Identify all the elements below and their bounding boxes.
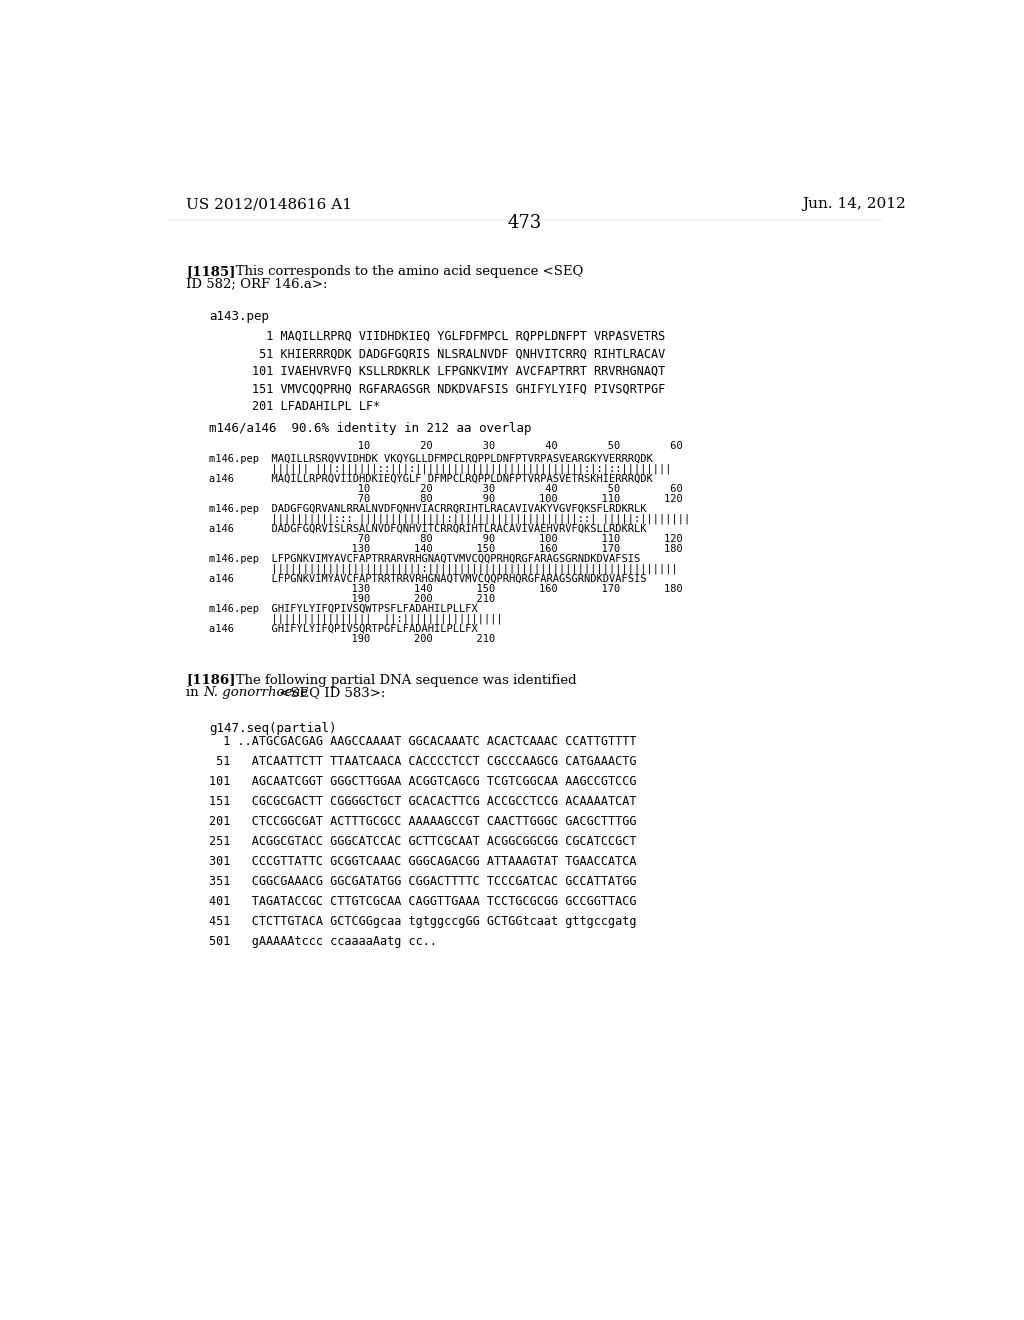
Text: 301   CCCGTTATTC GCGGTCAAAC GGGCAGACGG ATTAAAGTAT TGAACCATCA: 301 CCCGTTATTC GCGGTCAAAC GGGCAGACGG ATT… [209, 855, 637, 869]
Text: a146      DADGFGQRVISLRSALNVDFQNHVITCRRQRIHTLRACAVIVAEHVRVFQKSLLRDKRLK: a146 DADGFGQRVISLRSALNVDFQNHVITCRRQRIHTL… [209, 524, 647, 533]
Text: m146.pep  LFPGNKVIMYAVCFAPTRRARVRHGNAQTVMVCQQPRHQRGFARAGSGRNDKDVAFSIS: m146.pep LFPGNKVIMYAVCFAPTRRARVRHGNAQTVM… [209, 554, 641, 564]
Text: 190       200       210: 190 200 210 [314, 634, 496, 644]
Text: 10        20        30        40        50        60: 10 20 30 40 50 60 [314, 441, 683, 451]
Text: 1 ..ATGCGACGAG AAGCCAAAAT GGCACAAATC ACACTCAAAC CCATTGTTTT: 1 ..ATGCGACGAG AAGCCAAAAT GGCACAAATC ACA… [209, 735, 637, 748]
Text: a146      MAQILLRPRQVIIDHDKIEQYGLF DFMPCLRQPPLDNFPTVRPASVETRSKHIERRRQDK: a146 MAQILLRPRQVIIDHDKIEQYGLF DFMPCLRQPP… [209, 474, 653, 484]
Text: 101   AGCAATCGGT GGGCTTGGAA ACGGTCAGCG TCGTCGGCAA AAGCCGTCCG: 101 AGCAATCGGT GGGCTTGGAA ACGGTCAGCG TCG… [209, 775, 637, 788]
Text: a146      GHIFYLYIFQPIVSQRTPGFLFADAHILPLLFX: a146 GHIFYLYIFQPIVSQRTPGFLFADAHILPLLFX [209, 624, 478, 634]
Text: 201 LFADAHILPL LF*: 201 LFADAHILPL LF* [252, 400, 380, 413]
Text: 201   CTCCGGCGAT ACTTTGCGCC AAAAAGCCGT CAACTTGGGC GACGCTTTGG: 201 CTCCGGCGAT ACTTTGCGCC AAAAAGCCGT CAA… [209, 816, 637, 828]
Text: m146/a146  90.6% identity in 212 aa overlap: m146/a146 90.6% identity in 212 aa overl… [209, 422, 531, 434]
Text: N. gonorrhoeae: N. gonorrhoeae [203, 686, 308, 698]
Text: 130       140       150       160       170       180: 130 140 150 160 170 180 [314, 544, 683, 554]
Text: ||||||||||||||||||||||||:||||||||||||||||||||||||||||||||||||||||: ||||||||||||||||||||||||:|||||||||||||||… [209, 564, 678, 574]
Text: 70        80        90       100       110       120: 70 80 90 100 110 120 [314, 494, 683, 504]
Text: 151   CGCGCGACTT CGGGGCTGCT GCACACTTCG ACCGCCTCCG ACAAAATCAT: 151 CGCGCGACTT CGGGGCTGCT GCACACTTCG ACC… [209, 795, 637, 808]
Text: 401   TAGATACCGC CTTGTCGCAA CAGGTTGAAA TCCTGCGCGG GCCGGTTACG: 401 TAGATACCGC CTTGTCGCAA CAGGTTGAAA TCC… [209, 895, 637, 908]
Text: 130       140       150       160       170       180: 130 140 150 160 170 180 [314, 583, 683, 594]
Text: 351   CGGCGAAACG GGCGATATGG CGGACTTTTC TCCCGATCAC GCCATTATGG: 351 CGGCGAAACG GGCGATATGG CGGACTTTTC TCC… [209, 875, 637, 888]
Text: ||||||||||::: ||||||||||||||:||||||||||||||||||||::| |||||:||||||||: ||||||||||::: ||||||||||||||:|||||||||||… [209, 513, 690, 524]
Text: 473: 473 [508, 214, 542, 232]
Text: [1186]: [1186] [186, 673, 236, 686]
Text: ||||||||||||||||  ||:||||||||||||||||: |||||||||||||||| ||:|||||||||||||||| [209, 614, 503, 624]
Text: m146.pep  GHIFYLYIFQPIVSQWTPSFLFADAHILPLLFX: m146.pep GHIFYLYIFQPIVSQWTPSFLFADAHILPLL… [209, 605, 478, 614]
Text: The following partial DNA sequence was identified: The following partial DNA sequence was i… [223, 673, 577, 686]
Text: 501   gAAAAAtccc ccaaaaAatg cc..: 501 gAAAAAtccc ccaaaaAatg cc.. [209, 936, 437, 948]
Text: ID 582; ORF 146.a>:: ID 582; ORF 146.a>: [186, 277, 328, 290]
Text: This corresponds to the amino acid sequence <SEQ: This corresponds to the amino acid seque… [223, 265, 584, 279]
Text: a146      LFPGNKVIMYAVCFAPTRRTRRVRHGNAQTVMVCQQPRHQRGFARAGSGRNDKDVAFSIS: a146 LFPGNKVIMYAVCFAPTRRTRRVRHGNAQTVMVCQ… [209, 574, 647, 583]
Text: 10        20        30        40        50        60: 10 20 30 40 50 60 [314, 484, 683, 494]
Text: g147.seq(partial): g147.seq(partial) [209, 722, 337, 735]
Text: 51 KHIERRRQDK DADGFGQRIS NLSRALNVDF QNHVITCRRQ RIHTLRACAV: 51 KHIERRRQDK DADGFGQRIS NLSRALNVDF QNHV… [252, 347, 666, 360]
Text: 70        80        90       100       110       120: 70 80 90 100 110 120 [314, 533, 683, 544]
Text: 251   ACGGCGTACC GGGCATCCAC GCTTCGCAAT ACGGCGGCGG CGCATCCGCT: 251 ACGGCGTACC GGGCATCCAC GCTTCGCAAT ACG… [209, 836, 637, 849]
Text: m146.pep  MAQILLRSRQVVIDHDK VKQYGLLDFMPCLRQPPLDNFPTVRPASVEARGKYVERRRQDK: m146.pep MAQILLRSRQVVIDHDK VKQYGLLDFMPCL… [209, 454, 653, 463]
Text: a143.pep: a143.pep [209, 310, 269, 323]
Text: |||||| |||:||||||::|||:|||||||||||||||||||||||||||:|:|::||||||||: |||||| |||:||||||::|||:|||||||||||||||||… [209, 463, 672, 474]
Text: 451   CTCTTGTACA GCTCGGgcaa tgtggccgGG GCTGGtcaat gttgccgatg: 451 CTCTTGTACA GCTCGGgcaa tgtggccgGG GCT… [209, 915, 637, 928]
Text: 151 VMVCQQPRHQ RGFARAGSGR NDKDVAFSIS GHIFYLYIFQ PIVSQRTPGF: 151 VMVCQQPRHQ RGFARAGSGR NDKDVAFSIS GHI… [252, 383, 666, 396]
Text: 101 IVAEHVRVFQ KSLLRDKRLK LFPGNKVIMY AVCFAPTRRT RRVRHGNAQT: 101 IVAEHVRVFQ KSLLRDKRLK LFPGNKVIMY AVC… [252, 364, 666, 378]
Text: 1 MAQILLRPRQ VIIDHDKIEQ YGLFDFMPCL RQPPLDNFPT VRPASVETRS: 1 MAQILLRPRQ VIIDHDKIEQ YGLFDFMPCL RQPPL… [252, 330, 666, 342]
Text: [1185]: [1185] [186, 265, 236, 279]
Text: 190       200       210: 190 200 210 [314, 594, 496, 605]
Text: Jun. 14, 2012: Jun. 14, 2012 [802, 198, 906, 211]
Text: m146.pep  DADGFGQRVANLRRALNVDFQNHVIACRRQRIHTLRACAVIVAKYVGVFQKSFLRDKRLK: m146.pep DADGFGQRVANLRRALNVDFQNHVIACRRQR… [209, 504, 647, 513]
Text: in: in [186, 686, 203, 698]
Text: <SEQ ID 583>:: <SEQ ID 583>: [275, 686, 386, 698]
Text: 51   ATCAATTCTT TTAATCAACA CACCCCTCCT CGCCCAAGCG CATGAAACTG: 51 ATCAATTCTT TTAATCAACA CACCCCTCCT CGCC… [209, 755, 637, 768]
Text: US 2012/0148616 A1: US 2012/0148616 A1 [186, 198, 352, 211]
